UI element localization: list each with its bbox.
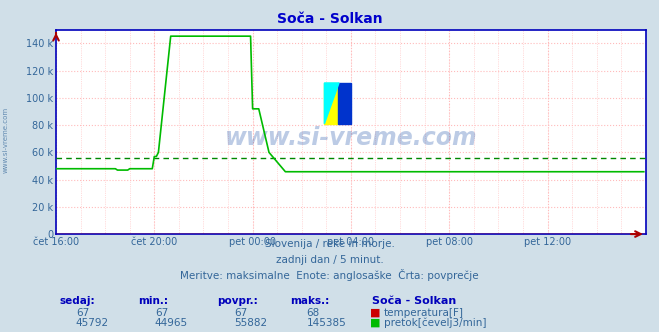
Text: www.si-vreme.com: www.si-vreme.com: [225, 126, 477, 150]
Text: 55882: 55882: [234, 318, 267, 328]
Bar: [324, 83, 337, 124]
Text: 45792: 45792: [76, 318, 109, 328]
Text: 67: 67: [155, 308, 168, 318]
Text: povpr.:: povpr.:: [217, 296, 258, 306]
Text: 67: 67: [76, 308, 89, 318]
Text: 68: 68: [306, 308, 320, 318]
Text: Meritve: maksimalne  Enote: anglosaške  Črta: povprečje: Meritve: maksimalne Enote: anglosaške Čr…: [180, 269, 479, 281]
Text: Slovenija / reke in morje.: Slovenija / reke in morje.: [264, 239, 395, 249]
Text: www.si-vreme.com: www.si-vreme.com: [2, 106, 9, 173]
Text: maks.:: maks.:: [290, 296, 330, 306]
Text: 44965: 44965: [155, 318, 188, 328]
Text: 67: 67: [234, 308, 247, 318]
Text: zadnji dan / 5 minut.: zadnji dan / 5 minut.: [275, 255, 384, 265]
Text: sedaj:: sedaj:: [59, 296, 95, 306]
Text: 145385: 145385: [306, 318, 346, 328]
Bar: [337, 83, 351, 124]
Polygon shape: [324, 83, 339, 124]
Text: ■: ■: [370, 318, 381, 328]
Text: min.:: min.:: [138, 296, 169, 306]
Text: Soča - Solkan: Soča - Solkan: [372, 296, 457, 306]
Text: pretok[čevelj3/min]: pretok[čevelj3/min]: [384, 317, 486, 328]
Text: ■: ■: [370, 308, 381, 318]
Text: temperatura[F]: temperatura[F]: [384, 308, 463, 318]
Text: Soča - Solkan: Soča - Solkan: [277, 12, 382, 26]
